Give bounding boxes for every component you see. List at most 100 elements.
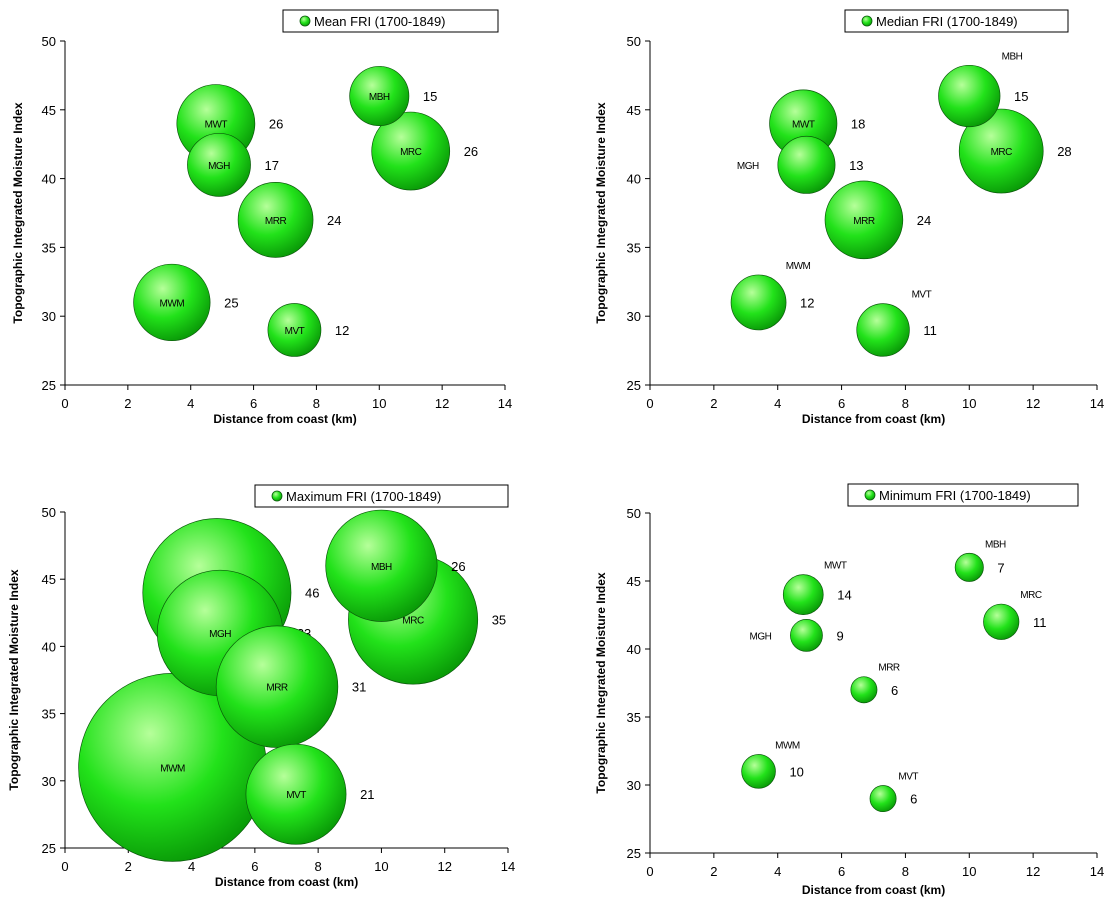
bubble-site-label: MVT bbox=[285, 326, 305, 337]
bubble-value-label: 25 bbox=[224, 295, 238, 310]
x-tick-label: 4 bbox=[774, 864, 781, 879]
legend: Maximum FRI (1700-1849) bbox=[254, 484, 509, 508]
bubble-value-label: 13 bbox=[849, 158, 863, 173]
y-tick-label: 30 bbox=[42, 309, 56, 324]
bubble-mark bbox=[938, 64, 1001, 128]
bubble-mvt: MVT 21 bbox=[245, 743, 375, 845]
bubble-mark bbox=[954, 552, 984, 582]
bubble-mwm: MWM 25 bbox=[133, 263, 239, 342]
bubble-value-label: 28 bbox=[1057, 144, 1071, 159]
x-tick-label: 8 bbox=[902, 396, 909, 411]
y-tick-label: 25 bbox=[627, 378, 641, 393]
bubble-mark bbox=[237, 182, 314, 258]
x-axis-title: Distance from coast (km) bbox=[802, 883, 945, 897]
x-tick-label: 0 bbox=[646, 864, 653, 879]
bubble-mwm: MWM 10 bbox=[741, 740, 804, 789]
bubble-mgh: MGH 9 bbox=[749, 619, 844, 652]
x-tick-label: 12 bbox=[435, 396, 449, 411]
bubble-mark bbox=[730, 274, 787, 331]
y-axis-title: Topographic Integrated Moisture Index bbox=[594, 572, 608, 793]
bubble-value-label: 12 bbox=[800, 295, 814, 310]
chart-panel-minimum: 0 2 4 6 8 10 12 14 25 30 35 40 45 50 Distance from coa… bbox=[594, 483, 1104, 897]
x-axis-title: Distance from coast (km) bbox=[213, 412, 356, 426]
x-tick-label: 6 bbox=[838, 864, 845, 879]
bubble-site-label: MRR bbox=[265, 216, 287, 227]
x-tick-label: 0 bbox=[61, 396, 68, 411]
bubble-site-label: MGH bbox=[208, 161, 230, 172]
bubble-mrc: MRC 11 bbox=[983, 590, 1047, 640]
legend: Mean FRI (1700-1849) bbox=[282, 9, 499, 33]
bubble-mrr: MRR 24 bbox=[237, 182, 342, 258]
x-tick-label: 14 bbox=[501, 859, 515, 874]
bubble-site-label: MBH bbox=[369, 92, 390, 103]
x-tick-label: 10 bbox=[962, 396, 976, 411]
bubble-mark bbox=[245, 743, 347, 845]
bubble-mark bbox=[824, 180, 904, 260]
x-tick-label: 8 bbox=[313, 396, 320, 411]
bubble-site-label: MRR bbox=[878, 663, 900, 674]
x-axis-title: Distance from coast (km) bbox=[215, 875, 358, 889]
bubble-site-label: MRC bbox=[400, 147, 422, 158]
bubble-mrr: MRR 31 bbox=[215, 625, 366, 748]
bubble-value-label: 7 bbox=[997, 560, 1004, 575]
bubble-mark bbox=[958, 108, 1044, 194]
y-tick-label: 50 bbox=[627, 506, 641, 521]
y-tick-label: 50 bbox=[42, 34, 56, 49]
bubble-value-label: 46 bbox=[305, 586, 319, 601]
x-tick-label: 2 bbox=[125, 859, 132, 874]
x-tick-label: 2 bbox=[710, 864, 717, 879]
bubble-mark bbox=[741, 754, 776, 789]
bubble-mbh: MBH 26 bbox=[325, 509, 466, 622]
y-tick-label: 50 bbox=[627, 34, 641, 49]
legend-label: Minimum FRI (1700-1849) bbox=[879, 488, 1031, 503]
x-tick-label: 8 bbox=[902, 864, 909, 879]
legend-label: Maximum FRI (1700-1849) bbox=[286, 489, 441, 504]
bubble-value-label: 24 bbox=[917, 213, 931, 228]
y-tick-label: 45 bbox=[42, 103, 56, 118]
bubble-value-label: 35 bbox=[492, 613, 506, 628]
y-tick-label: 35 bbox=[627, 710, 641, 725]
bubble-value-label: 6 bbox=[910, 792, 917, 807]
legend: Minimum FRI (1700-1849) bbox=[847, 483, 1079, 507]
bubble-value-label: 11 bbox=[1033, 615, 1047, 630]
bubble-site-label: MGH bbox=[737, 161, 759, 172]
bubble-value-label: 15 bbox=[1014, 89, 1028, 104]
y-tick-label: 40 bbox=[42, 172, 56, 187]
bubble-value-label: 6 bbox=[891, 683, 898, 698]
bubble-site-label: MWT bbox=[792, 120, 815, 131]
y-tick-label: 35 bbox=[42, 707, 56, 722]
legend: Median FRI (1700-1849) bbox=[844, 9, 1069, 33]
legend-box bbox=[254, 484, 509, 508]
bubble-mark bbox=[325, 509, 438, 622]
y-axis-title: Topographic Integrated Moisture Index bbox=[594, 102, 608, 323]
bubble-mark bbox=[187, 132, 251, 197]
bubble-mark bbox=[782, 574, 824, 615]
y-tick-label: 40 bbox=[42, 639, 56, 654]
bubble-mark bbox=[349, 66, 410, 127]
y-tick-label: 40 bbox=[627, 172, 641, 187]
legend-box bbox=[847, 483, 1079, 507]
y-axis-title: Topographic Integrated Moisture Index bbox=[11, 102, 25, 323]
x-tick-label: 8 bbox=[315, 859, 322, 874]
x-tick-label: 14 bbox=[498, 396, 512, 411]
y-tick-label: 30 bbox=[42, 774, 56, 789]
x-tick-label: 2 bbox=[710, 396, 717, 411]
bubble-mbh: MBH 15 bbox=[938, 51, 1028, 128]
bubble-mwt: MWT 14 bbox=[782, 561, 852, 615]
bubble-value-label: 24 bbox=[327, 213, 341, 228]
legend-marker bbox=[299, 15, 311, 27]
bubble-mark bbox=[869, 785, 897, 813]
bubble-site-label: MRR bbox=[266, 683, 288, 694]
y-tick-label: 40 bbox=[627, 642, 641, 657]
bubble-site-label: MRC bbox=[402, 616, 424, 627]
bubble-mgh: MGH 13 bbox=[737, 135, 864, 194]
y-tick-label: 35 bbox=[627, 240, 641, 255]
bubble-site-label: MRR bbox=[853, 216, 875, 227]
legend-marker bbox=[271, 490, 283, 502]
bubble-mark bbox=[856, 303, 910, 357]
x-tick-label: 0 bbox=[646, 396, 653, 411]
